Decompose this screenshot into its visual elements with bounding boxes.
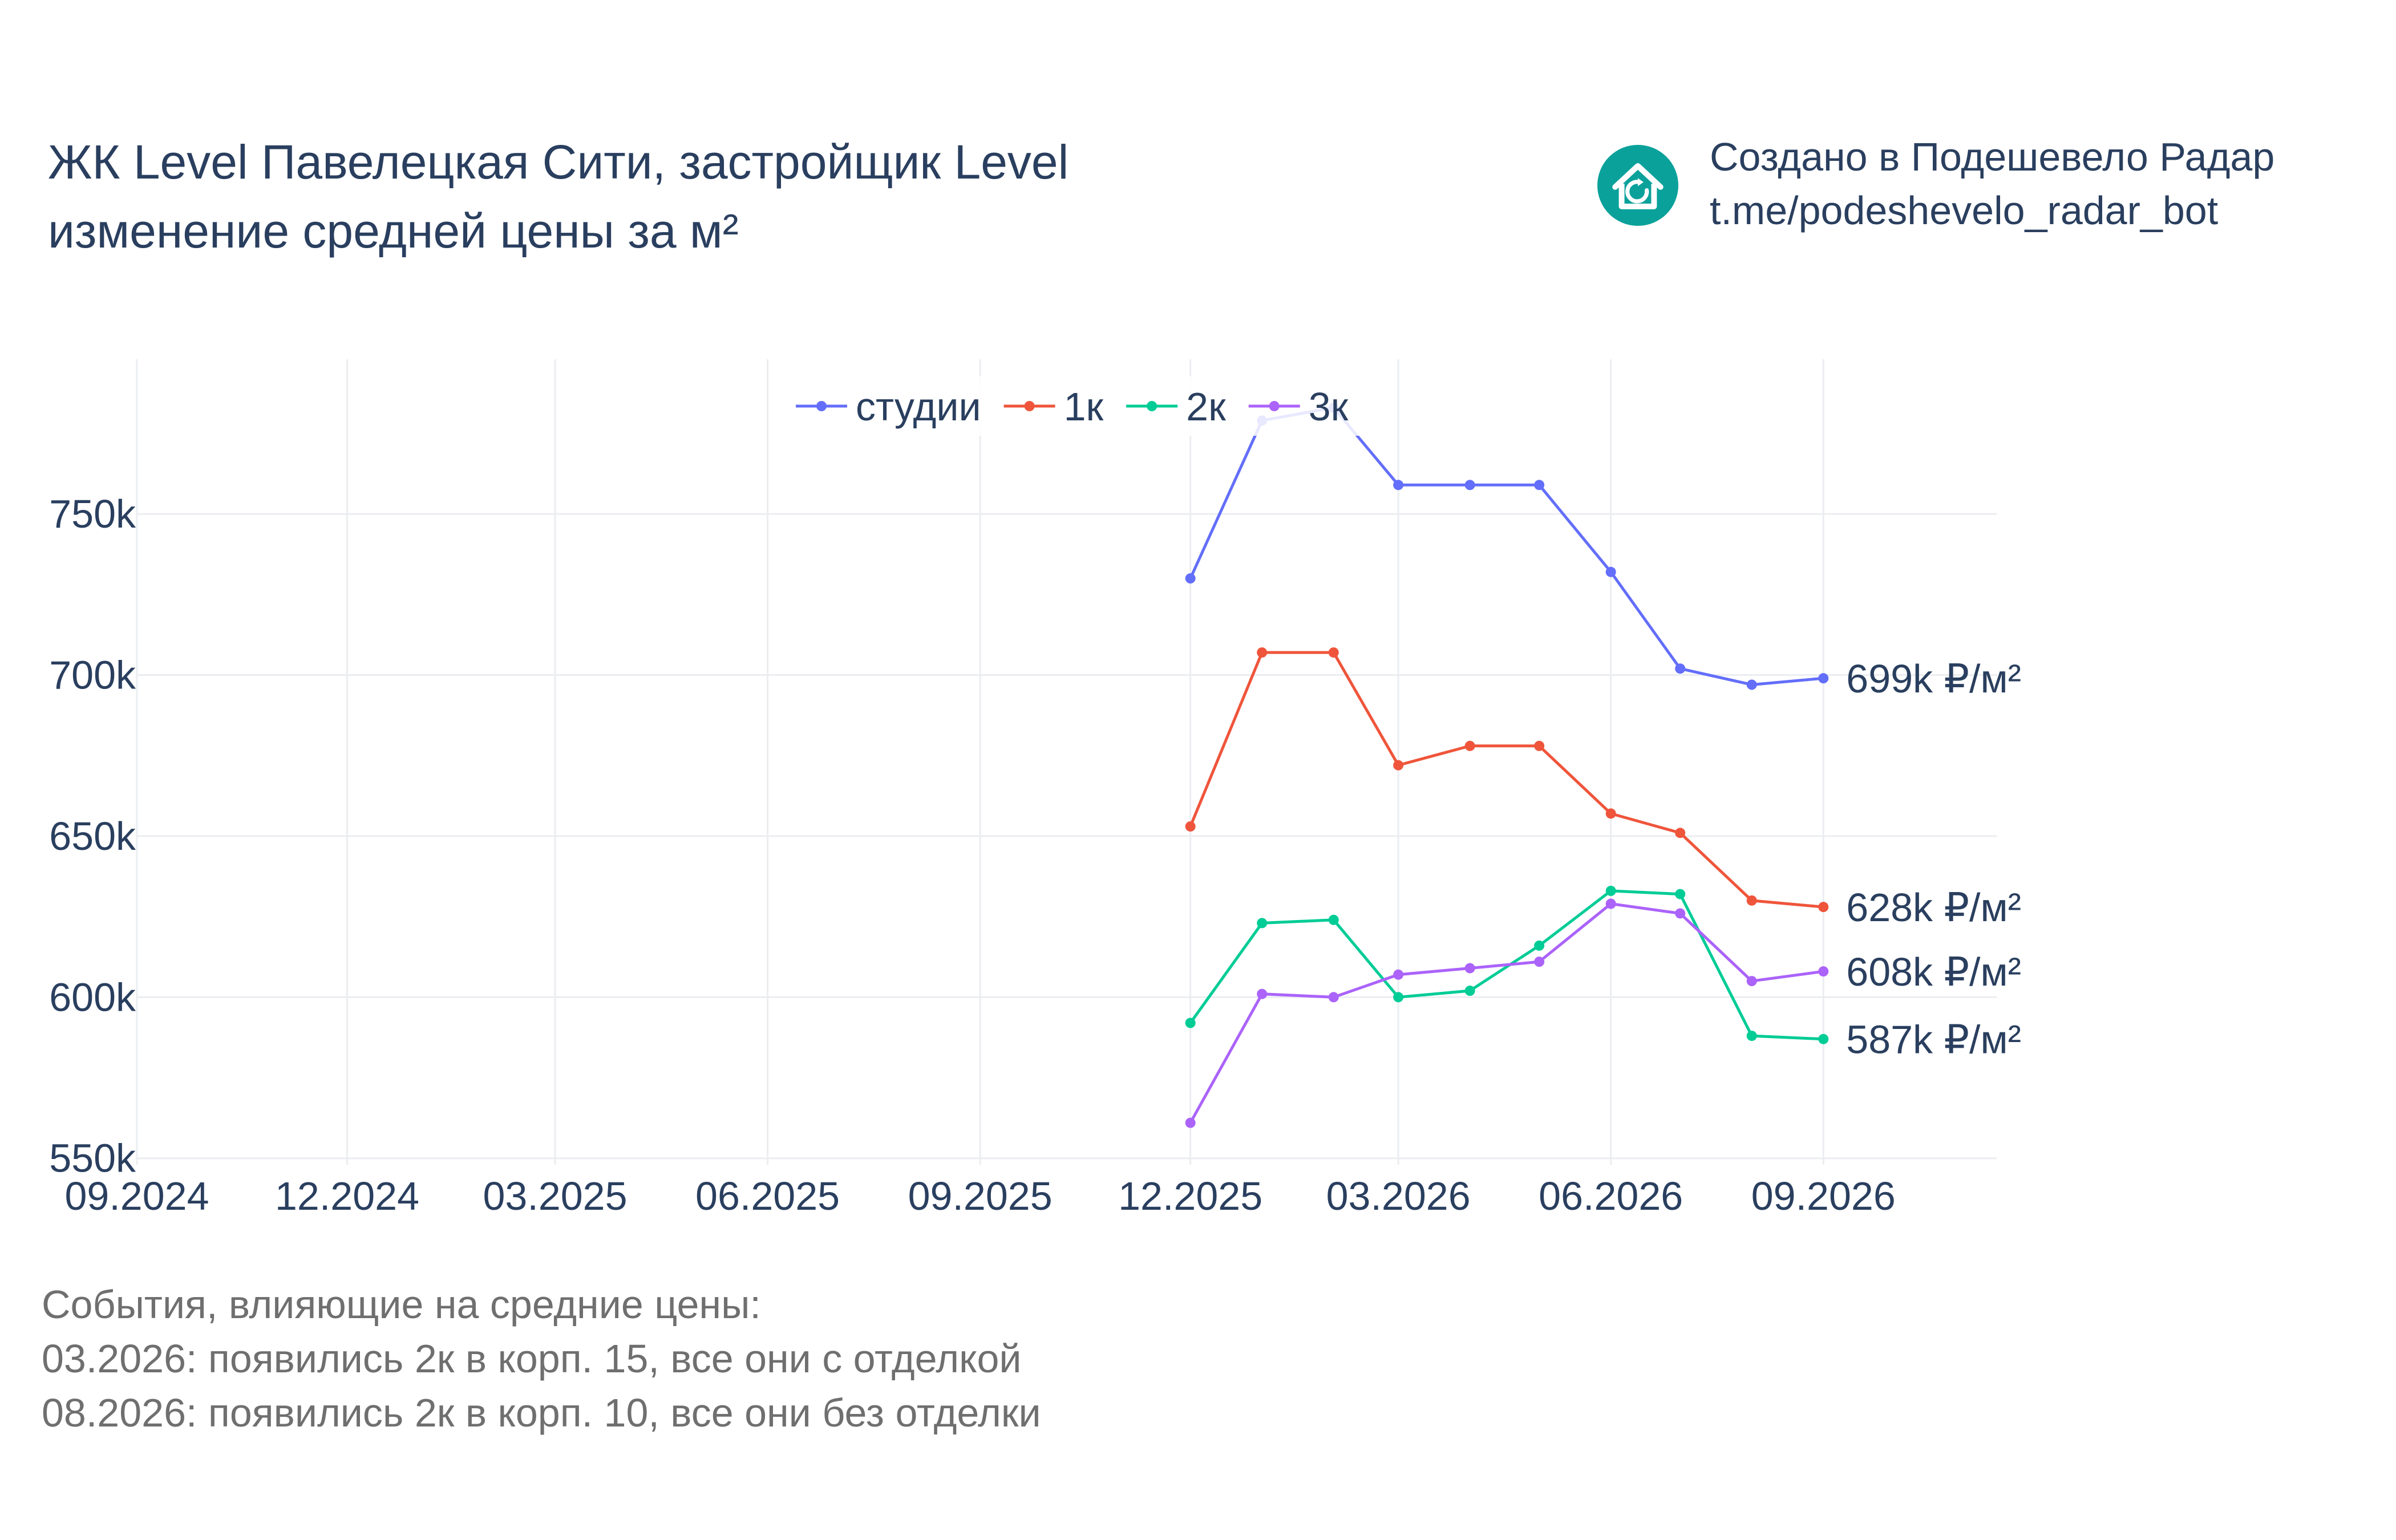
y-axis-ticks: 550k 600k 650k 700k 750k bbox=[49, 492, 136, 1181]
y-tick-label: 550k bbox=[49, 1136, 136, 1181]
series-1к[interactable] bbox=[1185, 647, 1829, 913]
legend[interactable]: студии 1к 2к 3к bbox=[782, 376, 1360, 436]
end-value-labels: 699k ₽/м² 628k ₽/м² 587k ₽/м² 608k ₽/м² bbox=[1846, 656, 2021, 1062]
y-tick-label: 600k bbox=[49, 975, 136, 1019]
legend-item[interactable]: студии bbox=[796, 384, 981, 429]
end-value-label: 628k ₽/м² bbox=[1846, 885, 2021, 930]
data-point[interactable] bbox=[1328, 992, 1339, 1003]
data-point[interactable] bbox=[1464, 963, 1475, 974]
series-lines bbox=[1185, 402, 1829, 1128]
series-line bbox=[1189, 889, 1824, 1041]
data-point[interactable] bbox=[1393, 992, 1404, 1003]
x-tick-label: 03.2026 bbox=[1326, 1174, 1471, 1218]
data-point[interactable] bbox=[1818, 902, 1829, 913]
data-point[interactable] bbox=[1185, 1117, 1196, 1128]
brand-block[interactable]: Создано в Подешевело Радар t.me/podeshev… bbox=[1597, 130, 2339, 244]
data-point[interactable] bbox=[1534, 740, 1545, 751]
data-point[interactable] bbox=[1534, 480, 1545, 491]
y-tick-label: 750k bbox=[49, 492, 136, 536]
data-point[interactable] bbox=[1393, 480, 1404, 491]
data-point[interactable] bbox=[1605, 566, 1616, 577]
chart-title: ЖК Level Павелецкая Сити, застройщик Lev… bbox=[48, 128, 1069, 266]
data-point[interactable] bbox=[1185, 573, 1196, 584]
series-2к[interactable] bbox=[1185, 885, 1829, 1044]
data-point[interactable] bbox=[1818, 966, 1829, 977]
data-point[interactable] bbox=[1328, 647, 1339, 658]
series-3к[interactable] bbox=[1185, 898, 1829, 1128]
series-line bbox=[1189, 406, 1824, 686]
data-point[interactable] bbox=[1464, 480, 1475, 491]
end-value-label: 608k ₽/м² bbox=[1846, 950, 2021, 994]
x-tick-label: 03.2025 bbox=[483, 1174, 627, 1218]
event-item: 03.2026: появились 2к в корп. 15, все он… bbox=[42, 1336, 1022, 1381]
legend-item[interactable]: 1к bbox=[1003, 384, 1104, 429]
legend-label: студии bbox=[856, 384, 981, 429]
x-tick-label: 06.2025 bbox=[695, 1174, 840, 1218]
x-tick-label: 12.2025 bbox=[1118, 1174, 1262, 1218]
event-item: 08.2026: появились 2к в корп. 10, все он… bbox=[42, 1391, 1041, 1435]
data-point[interactable] bbox=[1328, 914, 1339, 925]
x-axis-ticks: 09.2024 12.2024 03.2025 06.2025 09.2025 12.20… bbox=[64, 1174, 1895, 1218]
data-point[interactable] bbox=[1818, 673, 1829, 684]
data-point[interactable] bbox=[1605, 898, 1616, 909]
legend-swatch-marker bbox=[816, 401, 827, 411]
series-line bbox=[1189, 902, 1824, 1124]
data-point[interactable] bbox=[1675, 663, 1686, 674]
end-value-label: 699k ₽/м² bbox=[1846, 656, 2021, 701]
data-point[interactable] bbox=[1257, 647, 1268, 658]
legend-item[interactable]: 2к bbox=[1126, 384, 1226, 429]
x-tick-label: 12.2024 bbox=[275, 1174, 419, 1218]
data-point[interactable] bbox=[1464, 740, 1475, 751]
data-point[interactable] bbox=[1675, 889, 1686, 899]
x-tick-label: 09.2025 bbox=[908, 1174, 1053, 1218]
end-value-label: 587k ₽/м² bbox=[1846, 1018, 2021, 1062]
data-point[interactable] bbox=[1746, 976, 1757, 987]
x-tick-label: 06.2026 bbox=[1539, 1174, 1683, 1218]
data-point[interactable] bbox=[1605, 808, 1616, 819]
data-point[interactable] bbox=[1393, 760, 1404, 771]
events-heading: События, влияющие на средние цены: bbox=[42, 1282, 761, 1327]
data-point[interactable] bbox=[1746, 1031, 1757, 1041]
data-point[interactable] bbox=[1675, 908, 1686, 919]
series-студии[interactable] bbox=[1185, 402, 1829, 690]
legend-label: 2к bbox=[1186, 384, 1226, 429]
x-tick-label: 09.2024 bbox=[64, 1174, 209, 1218]
brand-link[interactable]: t.me/podeshevelo_radar_bot bbox=[1710, 188, 2219, 233]
legend-swatch-marker bbox=[1269, 401, 1280, 411]
data-point[interactable] bbox=[1605, 885, 1616, 896]
house-refresh-icon bbox=[1597, 145, 1678, 226]
data-point[interactable] bbox=[1675, 828, 1686, 838]
events-block: События, влияющие на средние цены: 03.20… bbox=[42, 1278, 1041, 1440]
price-line-chart: 550k 600k 650k 700k 750k 09.2024 12.2024 03.20… bbox=[49, 359, 2021, 1218]
legend-swatch-marker bbox=[1024, 401, 1035, 411]
y-tick-label: 650k bbox=[49, 814, 136, 858]
chart-title-line2: изменение средней цены за м² bbox=[48, 204, 739, 258]
data-point[interactable] bbox=[1464, 986, 1475, 996]
legend-swatch-marker bbox=[1147, 401, 1157, 411]
x-tick-label: 09.2026 bbox=[1751, 1174, 1896, 1218]
grid-lines bbox=[136, 359, 1997, 1165]
brand-name: Создано в Подешевело Радар bbox=[1710, 135, 2275, 179]
brand-text: Создано в Подешевело Радар t.me/podeshev… bbox=[1710, 130, 2274, 237]
data-point[interactable] bbox=[1818, 1034, 1829, 1044]
series-line bbox=[1189, 651, 1824, 909]
data-point[interactable] bbox=[1534, 957, 1545, 967]
data-point[interactable] bbox=[1257, 918, 1268, 929]
data-point[interactable] bbox=[1257, 988, 1268, 999]
chart-title-line1: ЖК Level Павелецкая Сити, застройщик Lev… bbox=[48, 135, 1069, 189]
legend-label: 3к bbox=[1309, 384, 1349, 429]
data-point[interactable] bbox=[1393, 969, 1404, 980]
y-tick-label: 700k bbox=[49, 653, 136, 698]
data-point[interactable] bbox=[1746, 895, 1757, 906]
data-point[interactable] bbox=[1185, 1018, 1196, 1028]
data-point[interactable] bbox=[1534, 940, 1545, 951]
data-point[interactable] bbox=[1185, 821, 1196, 832]
legend-item[interactable]: 3к bbox=[1248, 384, 1349, 429]
data-point[interactable] bbox=[1746, 679, 1757, 690]
legend-label: 1к bbox=[1064, 384, 1104, 429]
